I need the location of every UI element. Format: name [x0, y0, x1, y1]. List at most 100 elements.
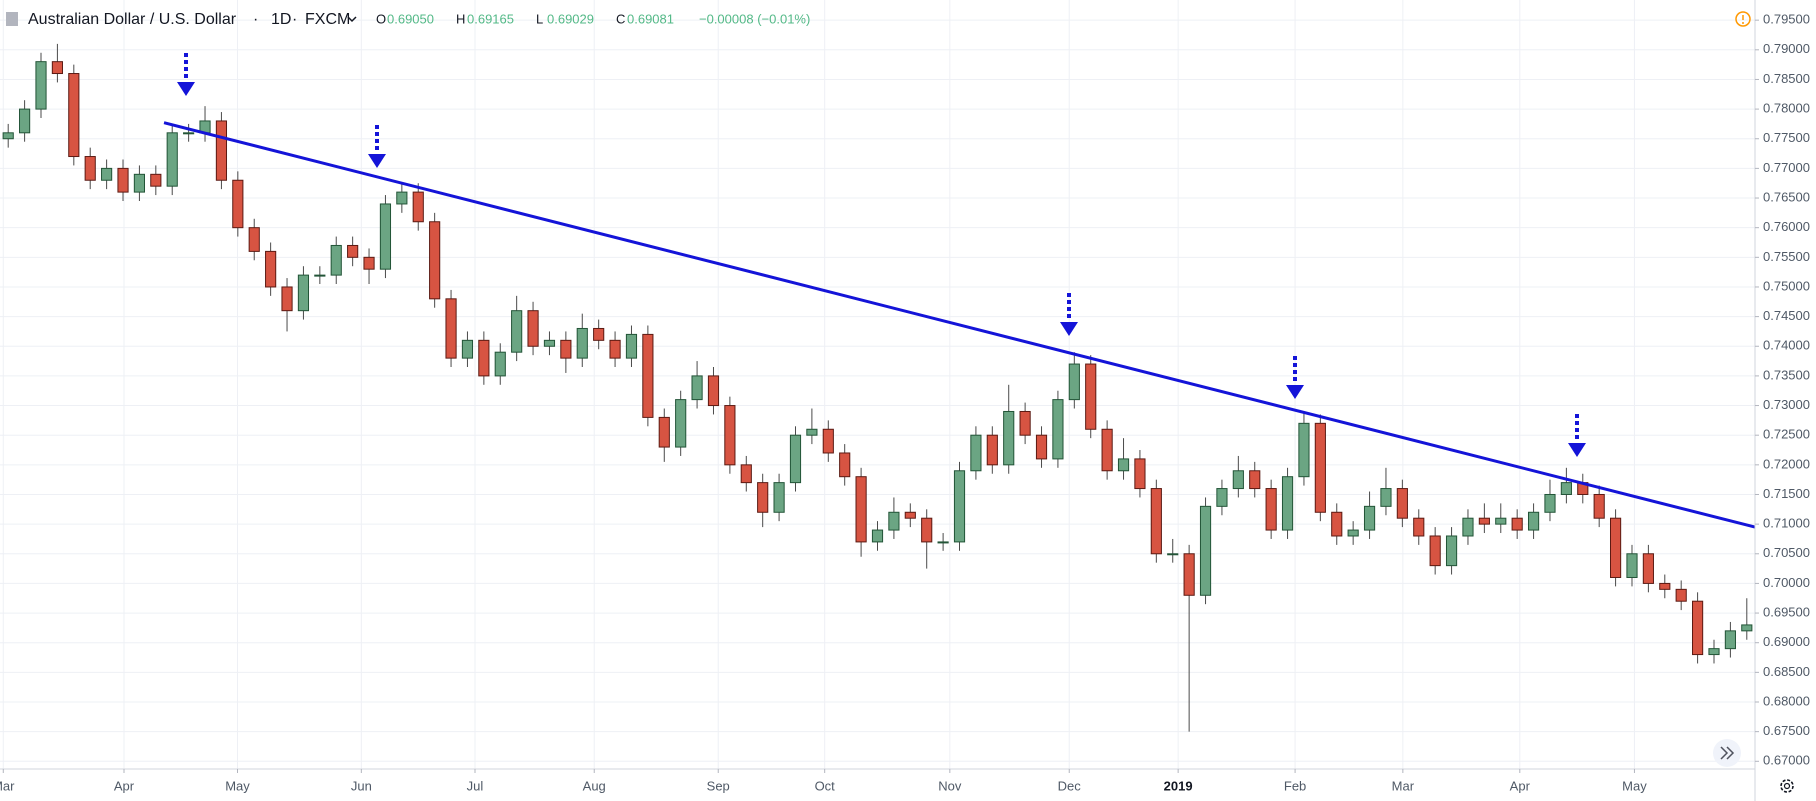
candle-body [1199, 505, 1212, 596]
x-tick-label: Apr [1510, 778, 1531, 793]
candle-body [1560, 482, 1572, 495]
grid [0, 0, 1755, 769]
candle-body [429, 221, 441, 300]
candle-body [1085, 363, 1097, 430]
candle-body [1216, 488, 1228, 507]
candle-body [363, 256, 375, 270]
candle-body [1380, 488, 1392, 507]
arrow [177, 53, 195, 96]
candle-body [904, 511, 916, 519]
candle-body [166, 132, 178, 187]
header: Australian Dollar / U.S. Dollar · 1D · F… [6, 11, 810, 28]
candle-body [1331, 511, 1343, 537]
interval: 1D [271, 11, 291, 28]
candle-body [494, 351, 506, 377]
candle-body [658, 416, 670, 448]
candle-body [1035, 434, 1048, 460]
scroll-button[interactable] [1713, 739, 1741, 767]
x-tick-label: May [225, 778, 250, 793]
candle-body [1413, 517, 1425, 537]
candle-body [1462, 517, 1474, 537]
quote-value: 0.69165 [467, 11, 514, 26]
candle-body [642, 333, 654, 418]
candle-body [396, 191, 408, 205]
quote-value: 0.69050 [387, 11, 434, 26]
x-tick-label: Mar [0, 778, 15, 793]
candle-body [265, 250, 277, 288]
candle-body [215, 120, 228, 181]
y-tick-label: 0.67000 [1763, 753, 1810, 768]
candle-body [937, 541, 949, 544]
candle-body [1741, 624, 1753, 632]
candle-body [740, 464, 752, 484]
candle-body [757, 482, 769, 513]
candle-body [117, 167, 129, 193]
dropdown-icon[interactable] [347, 16, 357, 23]
candle-body [1511, 517, 1523, 531]
warning-icon[interactable] [1735, 11, 1751, 27]
candle-body [248, 227, 260, 252]
candle-body [773, 482, 785, 513]
candle-body [806, 428, 818, 436]
overlay [163, 121, 1756, 529]
candle-body [1101, 428, 1113, 472]
y-tick-label: 0.68500 [1763, 664, 1810, 679]
x-tick-label: 2019 [1164, 778, 1193, 793]
candle-body [839, 452, 851, 478]
candle-body [2, 132, 14, 140]
candle-body [445, 298, 457, 359]
candle-body [560, 339, 572, 359]
x-tick-label: Sep [707, 778, 730, 793]
candle-body [133, 173, 146, 193]
candle-body [330, 244, 342, 276]
arrow [1568, 414, 1586, 457]
candle-body [1429, 535, 1441, 567]
candle-body [1675, 588, 1687, 602]
y-tick-label: 0.68000 [1763, 693, 1810, 708]
candle-body [314, 274, 326, 277]
gear-center [1783, 782, 1791, 790]
x-tick-label: May [1622, 778, 1647, 793]
candle-body [888, 511, 900, 531]
candle-body [68, 73, 80, 158]
y-tick-label: 0.74500 [1763, 308, 1810, 323]
candle-body [1609, 517, 1622, 578]
candle-body [593, 327, 605, 341]
y-tick-label: 0.72500 [1763, 427, 1810, 442]
y-tick-label: 0.77000 [1763, 160, 1810, 175]
separator: · [292, 11, 297, 28]
candle-body [1544, 493, 1556, 513]
settings-button[interactable] [1780, 779, 1794, 793]
candle-body [1724, 630, 1736, 650]
x-tick-label: Mar [1392, 778, 1415, 793]
candle-body [724, 405, 736, 466]
candle-body [953, 470, 966, 543]
x-tick-label: Feb [1284, 778, 1306, 793]
y-tick-label: 0.78500 [1763, 71, 1810, 86]
candle-body [1249, 470, 1261, 490]
y-tick-label: 0.72000 [1763, 456, 1810, 471]
y-tick-label: 0.75000 [1763, 278, 1810, 293]
warning-circle [1735, 11, 1751, 27]
y-tick-label: 0.69500 [1763, 605, 1810, 620]
candle-body [1232, 470, 1244, 490]
x-tick-label: Apr [114, 778, 135, 793]
candle-body [1659, 582, 1671, 590]
quote-label: C [616, 11, 625, 26]
y-tick-label: 0.79000 [1763, 41, 1810, 56]
y-tick-label: 0.71500 [1763, 486, 1810, 501]
symbol: Australian Dollar / U.S. Dollar [28, 11, 237, 28]
candle-body [609, 339, 621, 359]
gear [1780, 779, 1794, 793]
candle-body [675, 399, 687, 448]
quote-label: H [456, 11, 465, 26]
candle-body [871, 529, 884, 543]
candle-body [822, 428, 834, 454]
scroll-arrows [1720, 746, 1735, 760]
candle-body [101, 167, 113, 181]
exchange: FXCM [305, 11, 350, 28]
candle-body [297, 274, 310, 312]
y-tick-label: 0.77500 [1763, 130, 1810, 145]
quote-label: L [536, 11, 543, 26]
